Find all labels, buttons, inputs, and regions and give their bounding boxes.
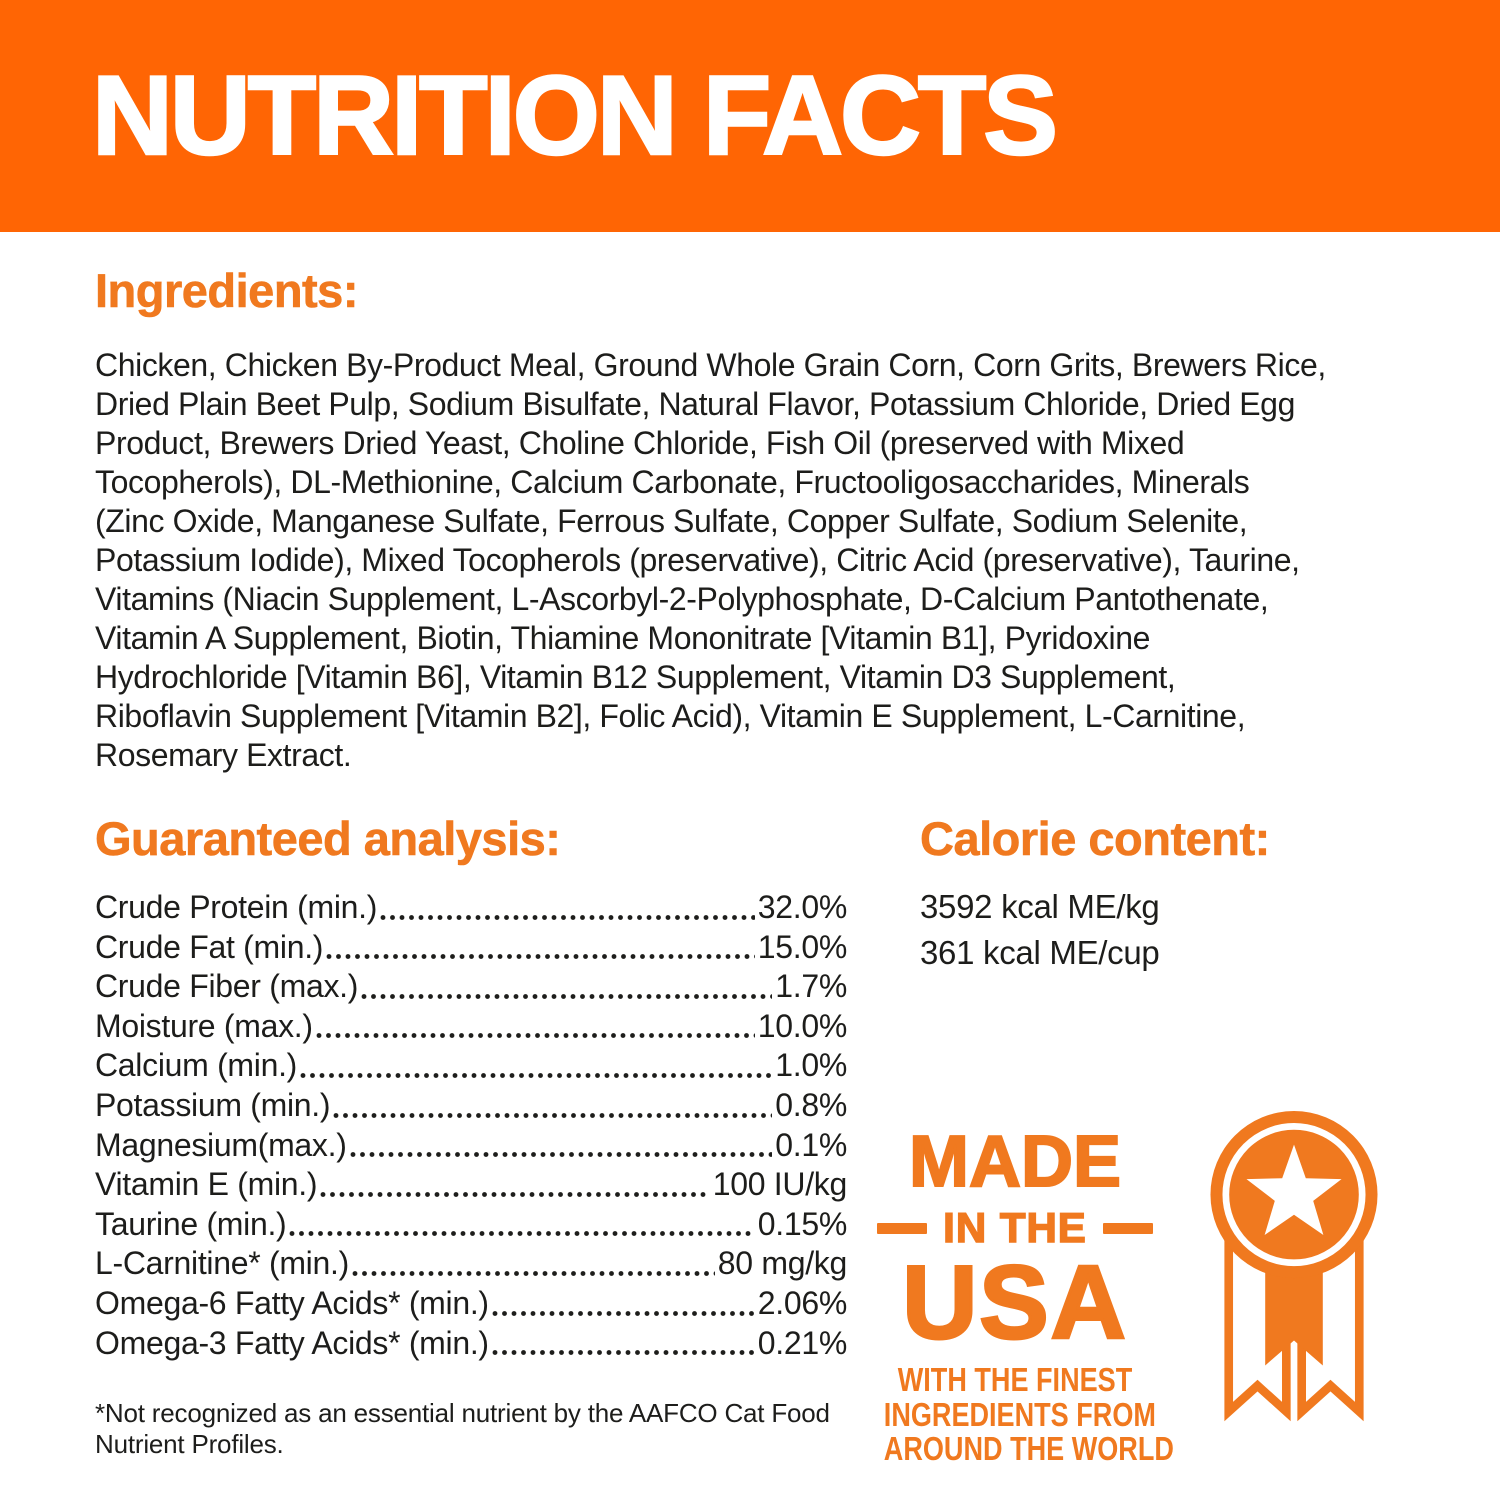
usa-subtitle-line: INGREDIENTS FROM [883, 1395, 1156, 1433]
usa-in-the-text: IN THE [942, 1204, 1087, 1251]
usa-made-text: MADE [908, 1122, 1122, 1202]
dot-leader [320, 1190, 710, 1198]
aafco-footnote: *Not recognized as an essential nutrient… [95, 1398, 830, 1460]
dot-leader [349, 1151, 773, 1159]
ingredients-line: Tocopherols), DL-Methionine, Calcium Car… [95, 464, 1250, 500]
table-row: Potassium (min.) 0.8% [95, 1086, 847, 1126]
dash-right [1102, 1222, 1153, 1234]
nutrient-label: Potassium (min.) [95, 1086, 331, 1123]
calorie-content-values: 3592 kcal ME/kg 361 kcal ME/cup [920, 884, 1160, 976]
nutrient-label: Vitamin E (min.) [95, 1166, 318, 1203]
page-title: NUTRITION FACTS [91, 53, 1059, 178]
ingredients-paragraph: Chicken, Chicken By-Product Meal, Ground… [95, 346, 1326, 775]
nutrient-value: 0.1% [775, 1126, 847, 1163]
usa-in-the-row: IN THE [855, 1204, 1175, 1251]
calorie-content-heading: Calorie content: [920, 812, 1271, 866]
nutrient-label: Omega-6 Fatty Acids* (min.) [95, 1284, 489, 1321]
dot-leader [289, 1230, 755, 1238]
ingredients-line: (Zinc Oxide, Manganese Sulfate, Ferrous … [95, 503, 1248, 539]
nutrient-value: 1.7% [775, 968, 847, 1005]
nutrient-value: 0.15% [757, 1205, 848, 1242]
table-row: Taurine (min.) 0.15% [95, 1205, 847, 1245]
table-row: Calcium (min.) 1.0% [95, 1046, 847, 1086]
ingredients-line: Product, Brewers Dried Yeast, Choline Ch… [95, 425, 1185, 461]
guaranteed-analysis-table: Crude Protein (min.) 32.0% Crude Fat (mi… [95, 888, 847, 1363]
star-icon [1246, 1144, 1342, 1235]
table-row: Omega-6 Fatty Acids* (min.) 2.06% [95, 1284, 847, 1324]
dot-leader [326, 953, 755, 961]
table-row: Magnesium(max.) 0.1% [95, 1126, 847, 1166]
nutrient-label: Taurine (min.) [95, 1205, 287, 1242]
guaranteed-analysis-heading: Guaranteed analysis: [95, 812, 562, 866]
ingredients-line: Potassium Iodide), Mixed Tocopherols (pr… [95, 542, 1300, 578]
ingredients-line: Vitamin A Supplement, Biotin, Thiamine M… [95, 620, 1151, 656]
dot-leader [351, 1269, 715, 1277]
nutrient-value: 0.8% [775, 1086, 847, 1123]
dot-leader [315, 1032, 755, 1040]
table-row: Moisture (max.) 10.0% [95, 1007, 847, 1047]
nutrient-label: Omega-3 Fatty Acids* (min.) [95, 1324, 489, 1361]
made-in-usa-badge: MADE IN THE USA WITH THE FINEST INGREDIE… [855, 1122, 1175, 1467]
calorie-line: 361 kcal ME/cup [920, 934, 1160, 971]
footnote-line: Nutrient Profiles. [95, 1429, 284, 1459]
usa-subtitle-line: AROUND THE WORLD [883, 1430, 1174, 1467]
usa-text: USA [901, 1245, 1128, 1361]
table-row: Omega-3 Fatty Acids* (min.) 0.21% [95, 1324, 847, 1364]
footnote-line: *Not recognized as an essential nutrient… [95, 1398, 830, 1428]
nutrient-value: 1.0% [775, 1047, 847, 1084]
usa-subtitle-line: WITH THE FINEST [897, 1361, 1133, 1398]
table-row: Crude Protein (min.) 32.0% [95, 888, 847, 928]
nutrient-label: Crude Fiber (max.) [95, 968, 359, 1005]
dot-leader [361, 992, 773, 1000]
nutrient-label: Crude Fat (min.) [95, 928, 324, 965]
nutrient-label: Crude Protein (min.) [95, 889, 378, 925]
ingredients-heading: Ingredients: [95, 264, 359, 318]
dot-leader [380, 913, 755, 921]
nutrient-value: 2.06% [757, 1284, 848, 1321]
nutrient-label: Moisture (max.) [95, 1007, 313, 1044]
ingredients-line: Riboflavin Supplement [Vitamin B2], Foli… [95, 698, 1246, 734]
table-row: Crude Fat (min.) 15.0% [95, 928, 847, 968]
award-ribbon-icon [1210, 1111, 1378, 1422]
calorie-line: 3592 kcal ME/kg [920, 888, 1160, 925]
nutrient-label: L-Carnitine* (min.) [95, 1245, 349, 1282]
nutrient-value: 32.0% [757, 889, 848, 925]
nutrient-value: 80 mg/kg [717, 1245, 848, 1282]
nutrient-value: 15.0% [757, 928, 848, 965]
usa-subtitle: WITH THE FINEST INGREDIENTS FROM AROUND … [855, 1361, 1175, 1467]
nutrient-value: 0.21% [757, 1324, 848, 1361]
dot-leader [491, 1349, 755, 1357]
table-row: Vitamin E (min.) 100 IU/kg [95, 1165, 847, 1205]
dot-leader [491, 1309, 755, 1317]
banner: NUTRITION FACTS [0, 0, 1500, 232]
dash-left [877, 1222, 928, 1234]
nutrient-label: Calcium (min.) [95, 1047, 298, 1084]
ingredients-line: Vitamins (Niacin Supplement, L-Ascorbyl-… [95, 581, 1269, 617]
nutrient-value: 10.0% [757, 1007, 848, 1044]
nutrient-value: 100 IU/kg [712, 1166, 848, 1203]
ingredients-line: Hydrochloride [Vitamin B6], Vitamin B12 … [95, 659, 1176, 695]
table-row: Crude Fiber (max.) 1.7% [95, 967, 847, 1007]
nutrient-label: Magnesium(max.) [95, 1126, 347, 1163]
ingredients-line: Rosemary Extract. [95, 737, 352, 773]
dot-leader [333, 1111, 773, 1119]
table-row: L-Carnitine* (min.) 80 mg/kg [95, 1244, 847, 1284]
dot-leader [300, 1071, 773, 1079]
ingredients-line: Dried Plain Beet Pulp, Sodium Bisulfate,… [95, 386, 1295, 422]
ingredients-line: Chicken, Chicken By-Product Meal, Ground… [95, 347, 1326, 383]
